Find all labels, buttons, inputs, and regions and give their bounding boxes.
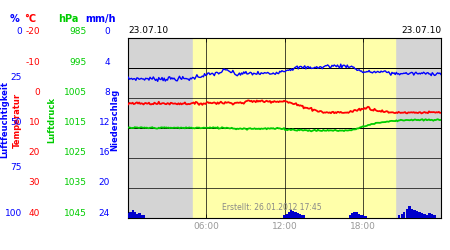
Bar [129,212,132,218]
Text: 1015: 1015 [64,118,87,127]
Bar [303,215,306,218]
Bar [398,215,400,218]
Bar [128,38,441,218]
Bar [136,214,138,218]
Bar [423,214,426,218]
Text: -20: -20 [25,28,40,36]
Text: Luftfeuchtigkeit: Luftfeuchtigkeit [0,82,9,158]
Bar [433,215,436,218]
Bar [416,211,418,218]
Text: Luftdruck: Luftdruck [48,97,57,143]
Bar [362,215,364,218]
Bar [353,212,356,218]
Bar [421,213,423,218]
Text: Temperatur: Temperatur [13,92,22,148]
Bar [349,214,351,218]
Bar [286,214,288,218]
Text: 10: 10 [28,118,40,127]
Text: 1025: 1025 [64,148,87,157]
Text: Niederschlag: Niederschlag [111,89,120,151]
Bar [290,210,292,218]
Bar [292,211,294,218]
Text: 40: 40 [29,208,40,218]
Bar [413,210,415,218]
Bar [358,214,360,218]
Text: 1035: 1035 [64,178,87,187]
Bar [284,215,286,218]
Text: 20: 20 [29,148,40,157]
Text: 23.07.10: 23.07.10 [128,26,168,35]
Text: 24: 24 [99,208,110,218]
Bar [194,38,396,218]
Bar [134,212,136,218]
Text: 8: 8 [104,88,110,97]
Text: Erstellt: 26.01.2012 17:45: Erstellt: 26.01.2012 17:45 [222,203,322,212]
Text: 100: 100 [5,208,22,218]
Text: 995: 995 [70,58,87,67]
Text: 0: 0 [16,28,22,36]
Bar [403,212,405,218]
Bar [431,214,433,218]
Bar [143,215,145,218]
Text: 1045: 1045 [64,208,87,218]
Bar [301,214,303,218]
Bar [299,214,301,218]
Text: 23.07.10: 23.07.10 [401,26,441,35]
Bar [351,213,353,218]
Text: 30: 30 [28,178,40,187]
Text: -10: -10 [25,58,40,67]
Bar [426,214,428,218]
Bar [364,216,367,218]
Bar [428,213,431,218]
Bar [408,206,410,218]
Bar [294,212,297,218]
Bar [131,210,134,218]
Text: 16: 16 [99,148,110,157]
Text: 0: 0 [104,28,110,36]
Text: 12: 12 [99,118,110,127]
Bar [400,214,403,218]
Bar [356,212,358,218]
Text: mm/h: mm/h [85,14,115,24]
Bar [418,212,421,218]
Bar [405,208,408,218]
Text: °C: °C [24,14,36,24]
Text: 25: 25 [11,73,22,82]
Text: 1005: 1005 [64,88,87,97]
Bar [297,213,299,218]
Bar [127,213,130,218]
Text: 50: 50 [10,118,22,127]
Bar [360,214,362,218]
Text: %: % [9,14,19,24]
Bar [288,212,290,218]
Bar [411,208,413,218]
Text: 985: 985 [70,28,87,36]
Bar [138,213,140,218]
Text: 4: 4 [104,58,110,67]
Bar [140,214,143,218]
Text: 0: 0 [34,88,40,97]
Text: 75: 75 [10,163,22,172]
Text: hPa: hPa [58,14,78,24]
Text: 20: 20 [99,178,110,187]
